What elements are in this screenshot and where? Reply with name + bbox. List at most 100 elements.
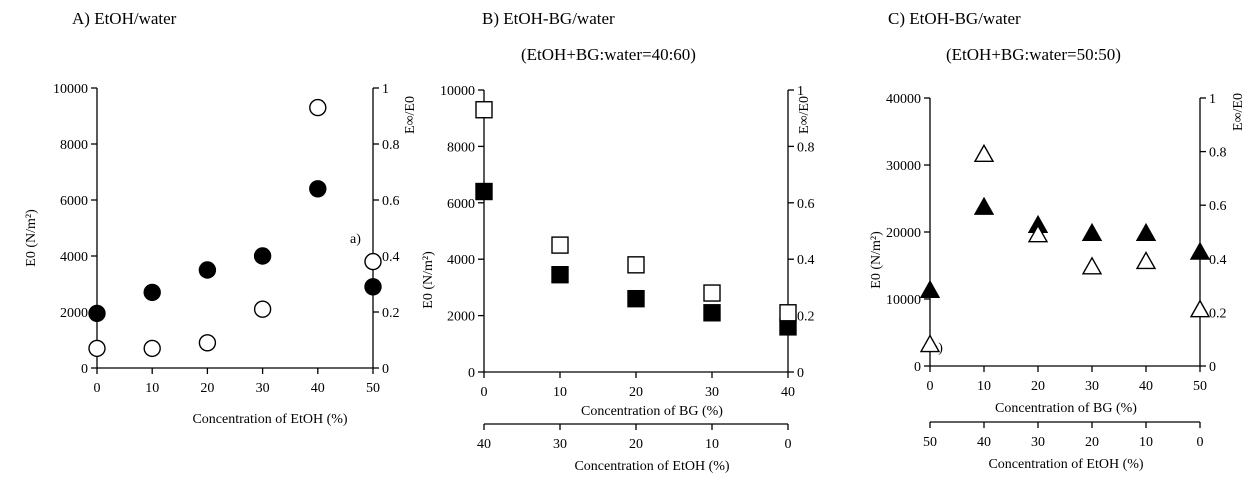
panel-b-y-tick-label: 0 [468, 366, 475, 381]
panel-c-x-tick-label: 50 [1193, 379, 1207, 394]
panel-a-filled-circle-point [88, 304, 106, 323]
panel-c-y2-tick-label: 1 [1209, 92, 1216, 107]
panel-a-open-circle-point [88, 339, 106, 358]
panel-a-filled-circle-point [198, 261, 217, 279]
panel-c-y2-tick-label: 0 [1209, 360, 1216, 375]
panel-a-filled-circle-point [364, 278, 382, 296]
panel-c-open-triangle-point [919, 334, 941, 353]
panel-b-y-tick-label: 4000 [447, 253, 475, 268]
panel-b-x2-tick-label: 0 [785, 437, 792, 452]
panel-b-x2-axis-label: Concentration of EtOH (%) [574, 459, 729, 474]
panel-c-y2-axis-label: E∞/E0 [1231, 93, 1246, 131]
panel-c-y2-tick-label: 0.8 [1209, 146, 1227, 161]
panel-c-filled-triangle-point [1081, 222, 1103, 242]
panel-b-open-square-point [551, 236, 569, 254]
panel-b-filled-square-point [703, 304, 721, 322]
panel-c-open-triangle-point [1189, 299, 1211, 318]
panel-a-title: A) EtOH/water [72, 9, 177, 28]
panel-b-x2-tick-label: 40 [477, 437, 491, 452]
panel-b-x-tick-label: 0 [481, 385, 488, 400]
panel-a: A) EtOH/water Concentration of EtOH (%) … [24, 9, 418, 427]
panel-a-y-tick-label: 4000 [60, 250, 88, 265]
panel-b-title: B) EtOH-BG/water [482, 9, 615, 28]
panel-c-open-triangle-point [973, 143, 995, 162]
panel-c-x2-tick-label: 0 [1197, 435, 1204, 450]
panel-a-y2-tick-label: 1 [382, 82, 389, 97]
panel-b-x2-tick-label: 20 [629, 437, 643, 452]
panel-b-y-tick-label: 2000 [447, 310, 475, 325]
panel-c: C) EtOH-BG/water (EtOH+BG:water=50:50) C… [869, 9, 1246, 472]
panel-a-y-tick-label: 0 [81, 362, 88, 377]
panel-a-open-circle-point [143, 339, 161, 358]
panel-b-open-square-point [627, 256, 645, 274]
panel-c-x-tick-label: 10 [977, 379, 991, 394]
panel-a-filled-circle-point [309, 180, 327, 198]
panel-b-x-tick-label: 30 [705, 385, 719, 400]
panel-b-filled-square-point [551, 266, 569, 284]
panel-c-subtitle: (EtOH+BG:water=50:50) [946, 45, 1121, 64]
panel-c-x2-tick-label: 50 [923, 435, 937, 450]
panel-c-open-triangle-point [1081, 256, 1103, 275]
panel-a-y-tick-label: 2000 [60, 306, 88, 321]
panel-c-y-tick-label: 10000 [886, 293, 921, 308]
panel-a-y-tick-label: 6000 [60, 194, 88, 209]
panel-a-x-tick-label: 50 [366, 381, 380, 396]
panel-b-x-axis-label: Concentration of BG (%) [581, 404, 723, 419]
panel-b-open-square-point [703, 284, 721, 302]
panel-a-x-axis-label: Concentration of EtOH (%) [192, 412, 347, 427]
panel-c-open-triangle-point [1027, 224, 1049, 243]
panel-a-open-circle-point [364, 252, 382, 271]
panel-b-subtitle: (EtOH+BG:water=40:60) [521, 45, 696, 64]
panel-c-y2-tick-label: 0.6 [1209, 199, 1227, 214]
panel-a-x-tick-label: 40 [311, 381, 325, 396]
panel-b-x2-tick-label: 30 [553, 437, 567, 452]
panel-b-open-square-point [475, 101, 493, 119]
panel-a-y2-tick-label: 0.6 [382, 194, 400, 209]
panel-c-title: C) EtOH-BG/water [888, 9, 1021, 28]
panel-a-y2-tick-label: 0.2 [382, 306, 400, 321]
panel-a-open-circle-point [309, 98, 327, 117]
panel-c-x-tick-label: 20 [1031, 379, 1045, 394]
panel-c-open-triangle-point [1135, 251, 1157, 270]
panel-c-y-tick-label: 40000 [886, 92, 921, 107]
panel-b-y-tick-label: 8000 [447, 140, 475, 155]
panel-b-y2-tick-label: 1 [797, 84, 804, 99]
panel-c-x2-tick-label: 40 [977, 435, 991, 450]
panel-c-y-tick-label: 0 [914, 360, 921, 375]
panel-b-y-axis-label: E0 (N/m²) [421, 251, 436, 309]
panel-c-x2-tick-label: 10 [1139, 435, 1153, 450]
panel-a-filled-circle-point [143, 283, 161, 302]
panel-a-filled-circle-point [253, 247, 272, 265]
panel-c-filled-triangle-point [919, 279, 941, 298]
panel-b: B) EtOH-BG/water (EtOH+BG:water=40:60) C… [421, 9, 815, 474]
panel-c-filled-triangle-point [1135, 222, 1157, 242]
panel-a-y-axis-label: E0 (N/m²) [24, 209, 39, 267]
panel-c-x-tick-label: 0 [927, 379, 934, 394]
panel-a-annotation: a) [350, 232, 361, 247]
panel-b-y2-tick-label: 0.8 [797, 140, 815, 155]
panel-c-x-tick-label: 30 [1085, 379, 1099, 394]
panel-a-y2-tick-label: 0.8 [382, 138, 400, 153]
panel-a-open-circle-point [253, 300, 272, 318]
panel-a-x-tick-label: 30 [256, 381, 270, 396]
panel-a-y2-axis-label: E∞/E0 [403, 96, 418, 134]
panel-c-y2-tick-label: 0.2 [1209, 306, 1227, 321]
panel-b-y2-tick-label: 0.2 [797, 310, 815, 325]
panel-b-x-tick-label: 10 [553, 385, 567, 400]
panel-b-x-tick-label: 20 [629, 385, 643, 400]
panel-c-filled-triangle-point [1189, 241, 1211, 260]
panel-b-y2-tick-label: 0 [797, 366, 804, 381]
panel-b-y2-tick-label: 0.4 [797, 253, 815, 268]
panel-b-y-tick-label: 6000 [447, 197, 475, 212]
panel-c-y-axis-label: E0 (N/m²) [869, 231, 884, 289]
panel-c-x-tick-label: 40 [1139, 379, 1153, 394]
panel-a-y-tick-label: 8000 [60, 138, 88, 153]
panel-b-filled-square-point [627, 289, 645, 308]
panel-a-y-tick-label: 10000 [53, 82, 88, 97]
panel-a-x-tick-label: 10 [145, 381, 159, 396]
panel-b-y-tick-label: 10000 [440, 84, 475, 99]
panel-b-x-tick-label: 40 [781, 385, 795, 400]
panel-a-x-tick-label: 20 [200, 381, 214, 396]
panel-b-filled-square-point [475, 182, 493, 201]
panel-a-x-tick-label: 0 [94, 381, 101, 396]
